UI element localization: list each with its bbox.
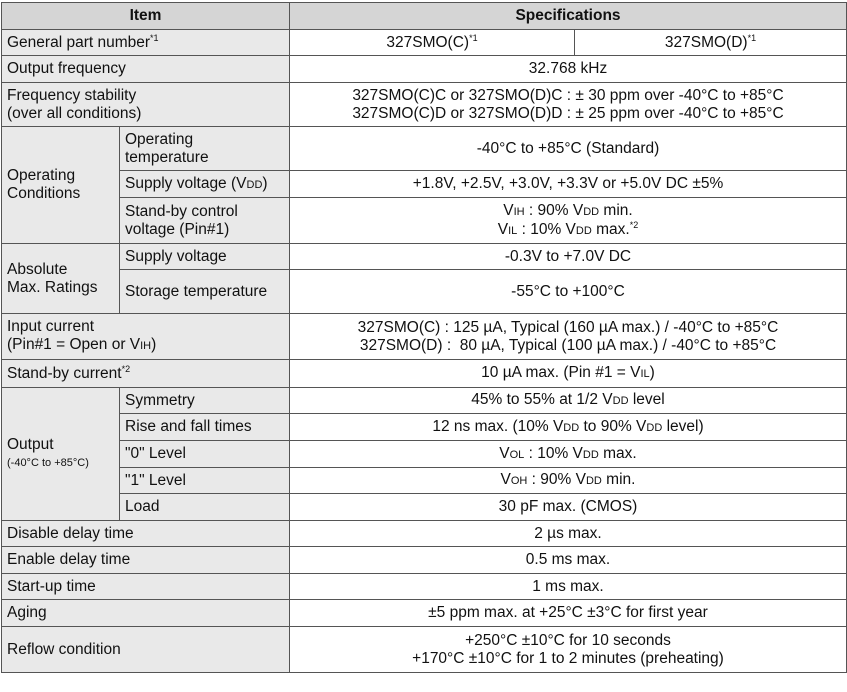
label-standby-control: Stand-by control voltage (Pin#1) — [119, 197, 290, 244]
row-aging: Aging ±5 ppm max. at +25°C ±3°C for firs… — [1, 599, 847, 627]
row-load: Load 30 pF max. (CMOS) — [2, 493, 847, 521]
table-header-row: Item Specifications — [1, 2, 847, 30]
value-reflow: +250°C ±10°C for 10 seconds +170°C ±10°C … — [289, 626, 847, 673]
value-disable-delay: 2 µs max. — [289, 520, 847, 547]
row-disable-delay: Disable delay time 2 µs max. — [1, 520, 847, 547]
label-output-frequency: Output frequency — [1, 55, 290, 83]
value-rise-fall: 12 ns max. (10% VDD to 90% VDD level) — [289, 413, 847, 441]
label-reflow: Reflow condition — [1, 626, 290, 673]
row-frequency-stability: Frequency stability (over all conditions)… — [1, 82, 847, 127]
row-standby-current: Stand-by current*2 10 µA max. (Pin #1 = … — [1, 359, 847, 388]
row-enable-delay: Enable delay time 0.5 ms max. — [1, 546, 847, 574]
label-rise-fall: Rise and fall times — [119, 413, 290, 441]
row-reflow: Reflow condition +250°C ±10°C for 10 sec… — [1, 626, 847, 673]
row-output-frequency: Output frequency 32.768 kHz — [1, 55, 847, 83]
row-level-1: "1" Level VOH : 90% VDD min. — [2, 467, 847, 494]
label-operating-temperature: Operating temperature — [119, 126, 290, 171]
value-load: 30 pF max. (CMOS) — [289, 493, 847, 521]
label-general-part-number: General part number*1 — [1, 29, 290, 56]
value-level-1: VOH : 90% VDD min. — [289, 467, 847, 494]
value-operating-temperature: -40°C to +85°C (Standard) — [289, 126, 847, 171]
value-abs-supply-voltage: -0.3V to +7.0V DC — [289, 243, 847, 270]
label-standby-current: Stand-by current*2 — [1, 359, 290, 388]
label-input-current: Input current (Pin#1 = Open or VIH) — [1, 313, 290, 360]
label-output: Output (-40°C to +85°C) — [1, 387, 120, 521]
value-symmetry: 45% to 55% at 1/2 VDD level — [289, 387, 847, 414]
row-storage-temperature: Storage temperature -55°C to +100°C — [2, 269, 847, 314]
value-supply-voltage: +1.8V, +2.5V, +3.0V, +3.3V or +5.0V DC ±… — [289, 170, 847, 198]
value-storage-temperature: -55°C to +100°C — [289, 269, 847, 314]
label-absolute-max: Absolute Max. Ratings — [1, 243, 120, 314]
label-symmetry: Symmetry — [119, 387, 290, 414]
value-startup: 1 ms max. — [289, 573, 847, 600]
label-aging: Aging — [1, 599, 290, 627]
value-enable-delay: 0.5 ms max. — [289, 546, 847, 574]
row-rise-fall: Rise and fall times 12 ns max. (10% VDD … — [2, 413, 847, 441]
row-symmetry: Output (-40°C to +85°C) Symmetry 45% to 5… — [1, 387, 847, 521]
row-input-current: Input current (Pin#1 = Open or VIH) 327SM… — [1, 313, 847, 360]
value-frequency-stability: 327SMO(C)C or 327SMO(D)C : ± 30 ppm over… — [289, 82, 847, 127]
label-supply-voltage: Supply voltage (VDD) — [119, 170, 290, 198]
value-part-d: 327SMO(D)*1 — [574, 29, 847, 56]
value-output-frequency: 32.768 kHz — [289, 55, 847, 83]
value-part-c: 327SMO(C)*1 — [289, 29, 575, 56]
label-frequency-stability: Frequency stability (over all conditions) — [1, 82, 290, 127]
value-input-current: 327SMO(C) : 125 µA, Typical (160 µA max.… — [289, 313, 847, 360]
value-standby-current: 10 µA max. (Pin #1 = VIL) — [289, 359, 847, 388]
spec-table: Item Specifications General part number*… — [1, 2, 847, 673]
label-abs-supply-voltage: Supply voltage — [119, 243, 290, 270]
label-storage-temperature: Storage temperature — [119, 269, 290, 314]
label-operating-conditions: Operating Conditions — [1, 126, 120, 244]
row-general-part-number: General part number*1 327SMO(C)*1 327SMO… — [1, 29, 847, 56]
value-level-0: VOL : 10% VDD max. — [289, 440, 847, 468]
row-supply-voltage: Supply voltage (VDD) +1.8V, +2.5V, +3.0V… — [2, 170, 847, 198]
label-level-0: "0" Level — [119, 440, 290, 468]
header-item: Item — [1, 2, 290, 30]
row-level-0: "0" Level VOL : 10% VDD max. — [2, 440, 847, 468]
row-standby-control: Stand-by control voltage (Pin#1) VIH : 90… — [2, 197, 847, 244]
label-load: Load — [119, 493, 290, 521]
label-startup: Start-up time — [1, 573, 290, 600]
header-specifications: Specifications — [289, 2, 847, 30]
row-startup: Start-up time 1 ms max. — [1, 573, 847, 600]
value-standby-control: VIH : 90% VDD min. VIL : 10% VDD max.*2 — [289, 197, 847, 244]
row-abs-supply-voltage: Absolute Max. Ratings Supply voltage -0.3… — [1, 243, 847, 314]
label-disable-delay: Disable delay time — [1, 520, 290, 547]
row-operating-temperature: Operating Conditions Operating temperature… — [1, 126, 847, 244]
label-level-1: "1" Level — [119, 467, 290, 494]
label-enable-delay: Enable delay time — [1, 546, 290, 574]
value-aging: ±5 ppm max. at +25°C ±3°C for first year — [289, 599, 847, 627]
